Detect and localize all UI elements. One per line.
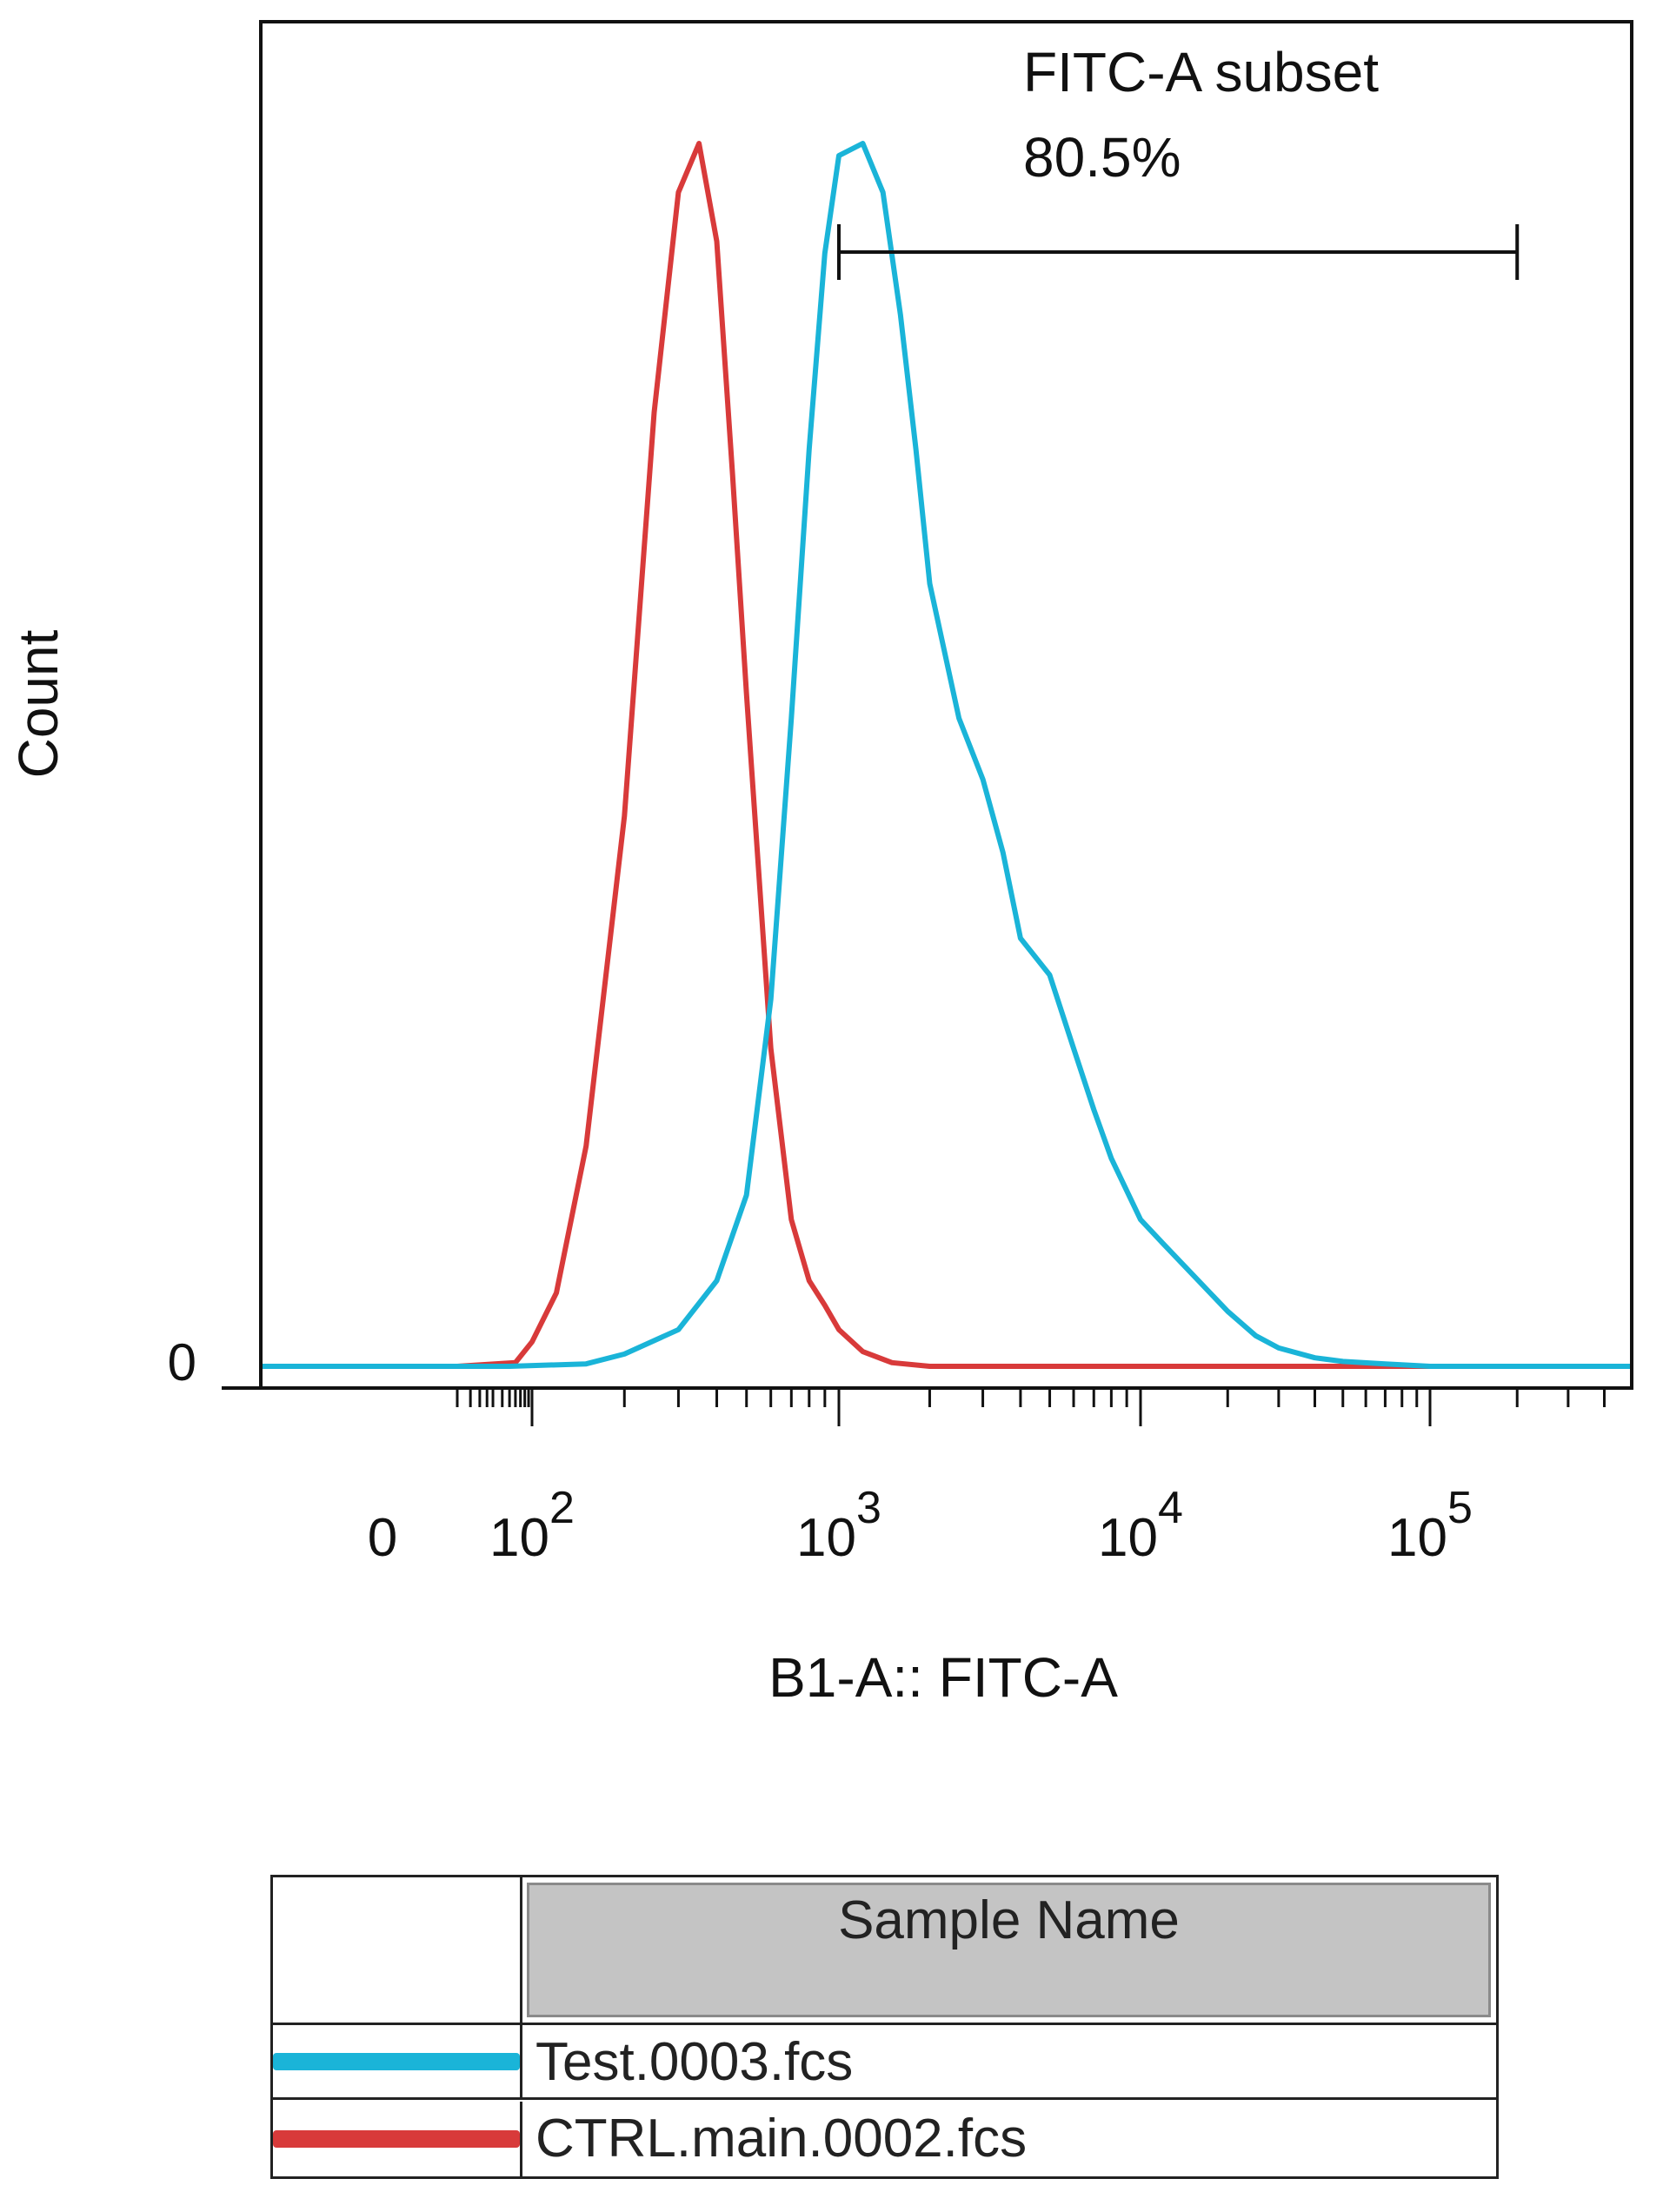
x-tick-label-0-base: 0 bbox=[368, 1508, 397, 1568]
x-tick-label-1000: 103 bbox=[796, 1483, 881, 1568]
x-tick-label-10000: 104 bbox=[1098, 1483, 1183, 1568]
series-line-ctrl bbox=[263, 141, 1630, 1369]
legend-corner-cell bbox=[273, 1877, 522, 2023]
svg-text:105: 105 bbox=[1387, 1483, 1473, 1568]
y-axis-label: Count bbox=[7, 629, 70, 778]
legend-swatch-cell-ctrl bbox=[273, 2102, 522, 2176]
legend-header-row: Sample Name bbox=[273, 1877, 1496, 2025]
x-tick-label-100-exp: 2 bbox=[549, 1483, 575, 1533]
svg-text:0: 0 bbox=[368, 1508, 397, 1568]
x-tick-label-1000-exp: 3 bbox=[856, 1483, 881, 1533]
legend-swatch-cell-test bbox=[273, 2025, 522, 2097]
histogram-chart: Count 0 0 102 103 104 105 B1-A:: FITC-A … bbox=[7, 20, 1633, 1709]
series-line-test bbox=[263, 141, 1630, 1369]
gate-percent-label: 80.5% bbox=[1023, 126, 1181, 189]
x-tick-label-10000-base: 10 bbox=[1098, 1508, 1158, 1568]
legend-header-sample-name: Sample Name bbox=[527, 1883, 1491, 2017]
gate-name-label: FITC-A subset bbox=[1023, 41, 1379, 103]
legend-swatch-test bbox=[273, 2052, 520, 2070]
svg-text:103: 103 bbox=[796, 1483, 881, 1568]
x-axis-label: B1-A:: FITC-A bbox=[768, 1646, 1118, 1709]
svg-text:104: 104 bbox=[1098, 1483, 1183, 1568]
x-tick-label-10000-exp: 4 bbox=[1158, 1483, 1183, 1533]
plot-frame bbox=[259, 20, 1633, 1390]
legend-label-test: Test.0003.fcs bbox=[535, 2032, 854, 2092]
legend-row-test: Test.0003.fcs bbox=[273, 2025, 1496, 2100]
legend-row-ctrl: CTRL.main.0002.fcs bbox=[273, 2102, 1496, 2176]
x-tick-label-100: 102 bbox=[489, 1483, 575, 1568]
x-tick-label-100000-exp: 5 bbox=[1447, 1483, 1473, 1533]
gate-marker bbox=[837, 224, 1520, 280]
x-tick-label-1000-base: 10 bbox=[796, 1508, 856, 1568]
x-tick-label-0: 0 bbox=[368, 1508, 397, 1568]
x-tick-label-100000-base: 10 bbox=[1387, 1508, 1447, 1568]
svg-text:102: 102 bbox=[489, 1483, 575, 1568]
x-axis-ticks bbox=[263, 1386, 1632, 1426]
legend-swatch-ctrl bbox=[273, 2130, 520, 2148]
y-tick-label-0: 0 bbox=[168, 1333, 196, 1392]
legend-table: Sample Name Test.0003.fcs CTRL.main.0002… bbox=[270, 1875, 1499, 2179]
legend-label-ctrl: CTRL.main.0002.fcs bbox=[535, 2109, 1028, 2169]
x-tick-label-100000: 105 bbox=[1387, 1483, 1473, 1568]
x-tick-label-100-base: 10 bbox=[489, 1508, 549, 1568]
